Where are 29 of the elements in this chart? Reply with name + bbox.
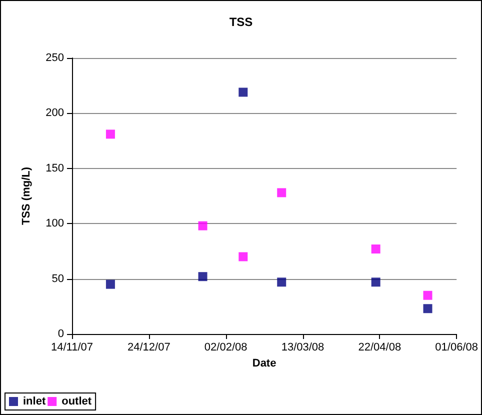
y-tick-label: 150: [46, 162, 64, 174]
point: [277, 278, 286, 287]
x-tick-label: 24/12/07: [128, 342, 170, 354]
point: [106, 280, 115, 289]
legend-label: inlet: [23, 396, 46, 408]
x-tick-label: 13/03/08: [281, 342, 324, 354]
x-tick-label: 02/02/08: [204, 342, 248, 354]
y-tick-label: 250: [46, 52, 64, 64]
y-tick-label: 100: [46, 218, 64, 230]
x-axis-title: Date: [252, 358, 276, 370]
point: [277, 188, 286, 198]
legend-label: outlet: [62, 396, 92, 408]
chart-title: TSS: [229, 15, 253, 29]
point: [371, 278, 380, 287]
y-tick-label: 200: [46, 107, 64, 120]
point: [106, 130, 115, 139]
point: [198, 272, 208, 282]
point: [371, 244, 380, 254]
y-tick-label: 50: [52, 272, 64, 285]
x-tick-label: 14/11/07: [50, 342, 94, 354]
point: [423, 304, 432, 314]
point: [238, 252, 248, 262]
x-tick-label: 01/06/08: [435, 342, 478, 354]
y-tick-label: 0: [58, 328, 64, 340]
x-tick-label: 22/04/08: [358, 342, 402, 354]
y-axis-title: TSS (mg/L): [20, 166, 32, 226]
point: [423, 290, 432, 300]
point: [198, 221, 208, 230]
point: [238, 88, 248, 97]
